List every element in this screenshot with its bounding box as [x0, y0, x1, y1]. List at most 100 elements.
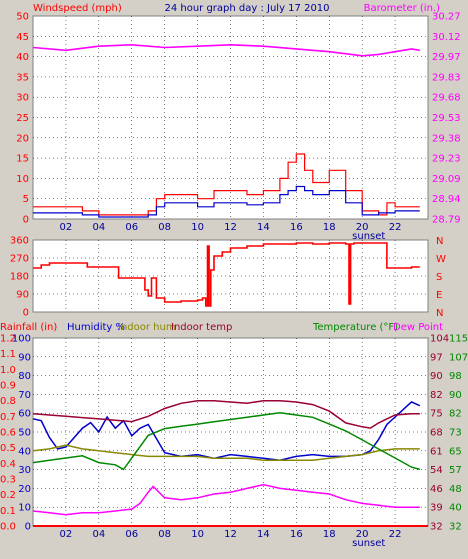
tick-label: 50 [16, 12, 29, 23]
compass-label: E [436, 290, 442, 301]
x-tick-label: 08 [158, 529, 171, 540]
series-line-indoor-temp [32, 399, 420, 429]
left-tick-labels: 0 5 10 15 20 25 30 35 40 45 50 [16, 12, 29, 226]
tick-label: 90 [449, 390, 462, 401]
plot-area [32, 15, 429, 220]
tick-label: 70 [18, 390, 31, 401]
tick-label: 73 [449, 428, 462, 439]
tick-label: 0.0 [0, 522, 16, 533]
tick-label: 0 [25, 522, 31, 533]
tick-label: 29.68 [432, 93, 461, 104]
x-tick-label: 04 [92, 529, 105, 540]
grid [33, 240, 428, 312]
tick-label: 360 [10, 236, 29, 247]
x-tick-label: 18 [323, 529, 336, 540]
chart-title: 24 hour graph day : July 17 2010 [164, 3, 329, 14]
tick-label: 61 [430, 446, 443, 457]
tick-label: 50 [18, 428, 31, 439]
tick-label: 115 [449, 334, 468, 345]
x-tick-label: 16 [290, 529, 303, 540]
temp-a-tick-labels: 32 39 46 54 61 68 75 82 90 97 104 [430, 334, 449, 533]
x-tick-label: 14 [257, 222, 270, 233]
series-layer [33, 242, 420, 307]
compass-label: N [436, 308, 443, 319]
x-tick-label: 22 [389, 529, 402, 540]
tick-label: 90 [16, 290, 29, 301]
x-tick-label: 06 [125, 222, 138, 233]
tick-label: 29.38 [432, 133, 461, 144]
tick-label: 0.9 [0, 381, 16, 392]
tick-label: 10 [18, 503, 31, 514]
indoor-hum-label: Indoor hum [118, 322, 176, 333]
rainfall-tick-labels: 0.0 0.1 0.2 0.3 0.4 0.5 0.6 0.7 0.8 0.9 1.0 1.1 1.2 [0, 334, 16, 533]
tick-label: 40 [449, 503, 462, 514]
temp-b-tick-labels: 32 40 48 57 65 73 82 90 98 107 115 [449, 334, 468, 533]
tick-label: 28.79 [432, 215, 461, 226]
tick-label: 15 [16, 154, 29, 165]
tick-label: 25 [16, 113, 29, 124]
x-tick-label: 02 [60, 222, 73, 233]
x-tick-label: 20 [356, 222, 369, 233]
tick-label: 82 [430, 390, 443, 401]
tick-label: 90 [18, 352, 31, 363]
series-line-dew-point [32, 483, 420, 516]
temperature-humidity-panel: Rainfall (in) Humidity % Indoor hum Indo… [0, 322, 468, 549]
tick-label: 10 [16, 174, 29, 185]
x-tick-label: 08 [158, 222, 171, 233]
series-layer [32, 43, 420, 218]
series-line-average-windspeed [33, 185, 420, 218]
series-line-humidity [32, 401, 421, 461]
left-tick-labels: 0 90 180 270 360 [10, 236, 29, 319]
compass-label: S [436, 272, 442, 283]
tick-label: 0.7 [0, 412, 16, 423]
tick-label: 75 [430, 409, 443, 420]
tick-label: 20 [16, 133, 29, 144]
tick-label: 39 [430, 503, 443, 514]
tick-label: 0.2 [0, 490, 16, 501]
dew-point-label: Dew Point [393, 322, 443, 333]
tick-label: 1.1 [0, 349, 16, 360]
tick-label: 35 [16, 72, 29, 83]
tick-label: 107 [449, 352, 468, 363]
x-tick-label: 16 [290, 222, 303, 233]
tick-label: 32 [430, 522, 443, 533]
x-tick-label: 18 [323, 222, 336, 233]
tick-label: 5 [23, 194, 29, 205]
tick-label: 100 [12, 334, 31, 345]
tick-label: 46 [430, 484, 443, 495]
tick-label: 82 [449, 409, 462, 420]
grid [33, 338, 428, 526]
tick-label: 30 [16, 93, 29, 104]
x-tick-label: 22 [389, 222, 402, 233]
series-line-barometer-in [32, 43, 420, 57]
tick-label: 40 [16, 52, 29, 63]
x-tick-label: 12 [224, 529, 237, 540]
tick-label: 68 [430, 428, 443, 439]
tick-label: 1.0 [0, 365, 16, 376]
series-layer [32, 399, 428, 527]
tick-label: 48 [449, 484, 462, 495]
sunset-marker: sunset [352, 538, 385, 549]
tick-label: 0.4 [0, 459, 16, 470]
tick-label: 80 [18, 371, 31, 382]
series-line-indoor-hum [32, 444, 420, 461]
compass-label: N [436, 236, 443, 247]
tick-label: 97 [430, 352, 443, 363]
tick-label: 180 [10, 272, 29, 283]
tick-label: 30 [18, 465, 31, 476]
tick-label: 28.94 [432, 194, 461, 205]
tick-label: 0.3 [0, 475, 16, 486]
rainfall-label: Rainfall (in) [0, 322, 57, 333]
series-line-wind-direction [33, 242, 420, 307]
tick-label: 45 [16, 32, 29, 43]
tick-label: 90 [430, 371, 443, 382]
tick-label: 30.27 [432, 12, 461, 23]
x-tick-label: 04 [92, 222, 105, 233]
tick-label: 54 [430, 465, 443, 476]
x-tick-labels: 02 04 06 08 10 12 14 16 18 20 22 sunset [60, 529, 402, 549]
wind-barometer-panel: 0 5 10 15 20 25 30 35 40 45 50 28.79 28.94 29.09 29.2… [16, 12, 460, 243]
humidity-tick-labels: 0 10 20 30 40 50 60 70 80 90 100 [12, 334, 31, 533]
